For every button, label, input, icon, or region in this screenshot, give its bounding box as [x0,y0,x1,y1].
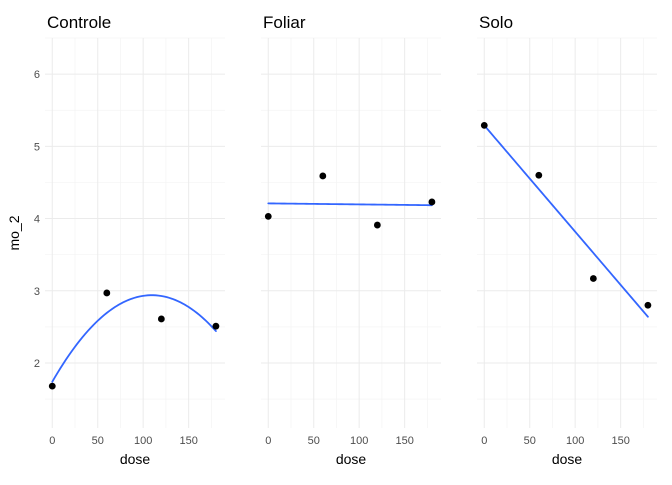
x-tick-label: 0 [481,435,487,447]
y-tick-label: 4 [34,214,40,226]
x-axis-title: dose [120,451,151,467]
data-point [212,322,220,330]
data-point [644,301,652,309]
x-tick-label: 50 [308,435,320,447]
x-tick-label: 0 [49,435,55,447]
x-tick-label: 0 [265,435,271,447]
fit-line [51,294,217,383]
data-point [480,121,488,129]
fit-line [483,124,649,318]
x-tick-label: 150 [179,435,197,447]
x-axis-title: dose [336,451,367,467]
data-point [535,171,543,179]
panel-title: Solo [479,13,513,32]
data-point [103,289,111,297]
panel-title: Controle [47,13,111,32]
data-point [157,315,165,323]
x-tick-label: 50 [524,435,536,447]
data-point [589,275,597,282]
panel-title: Foliar [263,13,306,32]
data-point [319,172,327,180]
x-tick-label: 100 [350,435,368,447]
facet-panel-solo: Solo 0 50 100 150 dose [477,13,657,467]
x-axis-title: dose [552,451,583,467]
x-tick-label: 100 [566,435,584,447]
data-point [428,198,436,206]
data-point [264,212,272,220]
x-tick-label: 150 [395,435,413,447]
fit-line [267,202,433,207]
data-point [373,221,381,229]
x-tick-label: 150 [611,435,629,447]
y-tick-label: 2 [34,358,40,370]
y-axis-title: mo_2 [6,215,22,250]
facet-panel-controle: Controle 0 50 100 150 dose [45,13,225,467]
y-tick-label: 3 [34,286,40,298]
x-tick-label: 50 [92,435,104,447]
x-tick-label: 100 [134,435,152,447]
y-tick-label: 6 [34,69,40,81]
y-tick-label: 5 [34,141,40,153]
data-point [48,382,56,390]
facet-panel-foliar: Foliar 0 50 100 150 dose [261,13,441,467]
